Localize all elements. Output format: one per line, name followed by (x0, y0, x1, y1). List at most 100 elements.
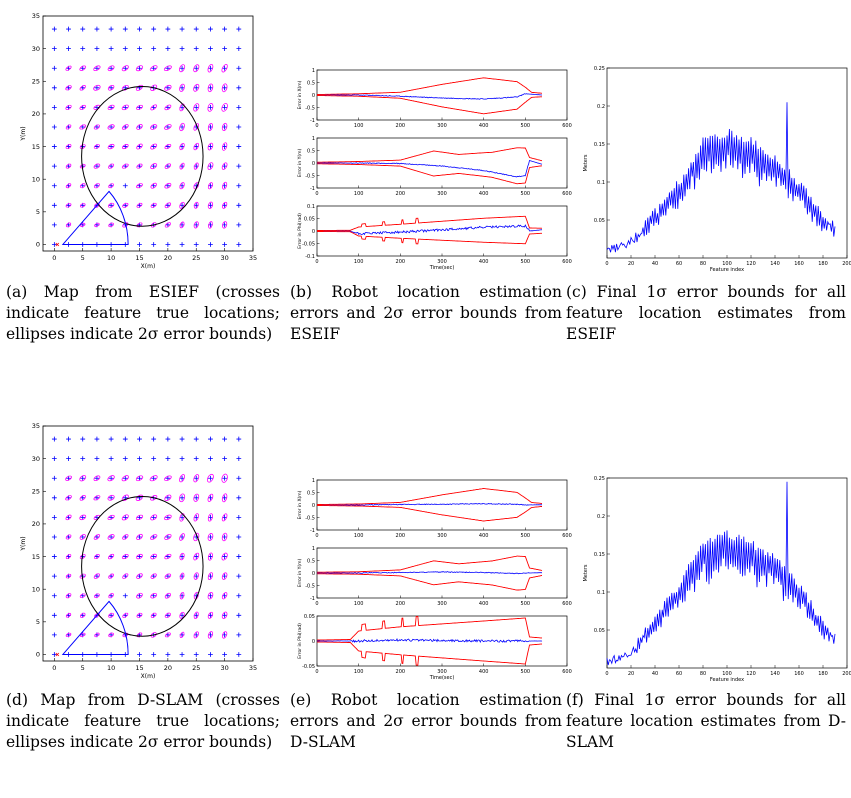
landmark-cross (222, 242, 228, 247)
x-tick-label: 0 (315, 601, 318, 607)
error-ellipse (207, 631, 214, 639)
error-ellipse (65, 104, 72, 110)
error-subplot-1: 0 100 200 300 400 500 600 -1 -0.5 0 0.5 1 Error in X… (297, 68, 572, 129)
error-ellipse (108, 573, 114, 579)
error-ellipse (65, 183, 72, 189)
landmark-cross (80, 534, 86, 540)
landmark-cross (222, 26, 228, 32)
x-tick-label: 100 (354, 533, 364, 539)
error-ellipse (193, 162, 199, 170)
landmark-cross (236, 124, 242, 130)
landmark-cross (51, 612, 57, 618)
error-ellipse (121, 85, 129, 91)
error-ellipse (163, 65, 172, 72)
error-ellipse (121, 514, 129, 521)
caption-d: (d) Map from D-SLAM (crosses indicate fe… (6, 691, 280, 751)
error-series (316, 160, 543, 178)
map-chart-a: 0 5 10 15 20 25 30 35 0 5 10 15 20 25 30 35 X(m) Y(m) (20, 12, 257, 270)
error-ellipse (179, 103, 185, 112)
landmark-cross (151, 163, 157, 169)
error-ellipse (193, 631, 199, 639)
x-tick-label: 100 (722, 261, 732, 267)
landmark-cross (179, 612, 185, 618)
landmark-cross (80, 65, 86, 71)
error-ellipse (179, 552, 185, 561)
x-tick-label: 35 (249, 664, 257, 672)
landmark-cross (122, 46, 128, 52)
landmark-cross (137, 242, 142, 247)
error-ellipse (150, 202, 157, 208)
y-tick-label: -0.5 (305, 173, 315, 179)
y-tick-label: -1 (310, 186, 315, 192)
landmark-cross (236, 222, 242, 228)
error-ellipse (164, 163, 172, 169)
landmark-cross (208, 593, 213, 599)
landmark-cross (236, 104, 242, 110)
error-ellipse (207, 83, 214, 93)
error-ellipse (193, 591, 199, 600)
landmark-cross (236, 554, 242, 559)
x-tick-label: 0 (315, 259, 318, 265)
landmark-cross (208, 26, 213, 32)
landmark-cross (236, 456, 242, 462)
error-ellipse (207, 182, 213, 190)
x-tick-label: 400 (479, 191, 489, 197)
x-tick-label: 180 (818, 261, 828, 267)
y-axis-label: Meters (583, 564, 589, 581)
y-tick-label: 0.05 (304, 216, 315, 222)
landmark-cross (122, 104, 128, 110)
upper-2sigma-bound (317, 215, 543, 231)
x-tick-label: 100 (354, 601, 364, 607)
robot-start-marker (55, 652, 60, 657)
error-ellipse (93, 163, 101, 169)
error-ellipse (221, 572, 228, 580)
error-ellipse (221, 592, 228, 600)
landmark-cross (193, 26, 199, 32)
y-tick-label: 5 (36, 208, 40, 216)
error-ellipse (150, 514, 158, 521)
error-subplot-2: 0 100 200 300 400 500 600 -1 -0.5 0 0.5 1 Error in Y… (297, 136, 572, 197)
error-ellipse (79, 553, 86, 560)
error-series (317, 638, 543, 644)
error-ellipse (121, 475, 129, 482)
x-axis-label: Time(sec) (429, 675, 455, 681)
y-tick-label: -0.5 (305, 583, 315, 589)
landmark-cross (51, 124, 57, 130)
x-axis-label: Feature index (710, 677, 744, 683)
error-ellipse (207, 201, 214, 209)
error-ellipse (107, 124, 115, 130)
error-ellipse (179, 122, 185, 132)
x-tick-label: 100 (354, 123, 364, 129)
x-tick-label: 600 (562, 533, 572, 539)
landmark-cross (165, 85, 171, 91)
x-axis-label: Time(sec) (429, 265, 455, 271)
caption-a: (a) Map from ESIEF (crosses indicate fea… (6, 283, 280, 343)
landmark-cross (193, 222, 199, 228)
error-ellipse (150, 143, 158, 150)
landmark-cross (108, 46, 114, 52)
error-ellipse (150, 124, 158, 130)
error-ellipse (207, 592, 214, 600)
x-tick-label: 10 (107, 664, 115, 672)
y-tick-label: -1 (310, 596, 315, 602)
error-ellipse (65, 613, 72, 618)
landmark-cross (222, 104, 228, 110)
x-tick-label: 0 (315, 123, 318, 129)
landmark-cross (179, 104, 185, 110)
error-ellipse (193, 103, 200, 112)
error-ellipse (207, 493, 214, 502)
y-axis-label: Y(m) (20, 536, 27, 551)
landmark-cross (51, 202, 57, 208)
error-ellipse (79, 183, 86, 189)
error-ellipse (108, 612, 115, 618)
error-ellipse (179, 572, 185, 580)
x-tick-label: 0 (315, 533, 318, 539)
error-ellipse (93, 554, 100, 560)
error-ellipse (193, 182, 200, 190)
error-series (316, 93, 542, 100)
x-tick-label: 140 (770, 261, 780, 267)
y-axis-label: Error in Phi(rad) (297, 623, 303, 659)
x-tick-label: 200 (396, 191, 406, 197)
landmark-cross (179, 456, 185, 462)
